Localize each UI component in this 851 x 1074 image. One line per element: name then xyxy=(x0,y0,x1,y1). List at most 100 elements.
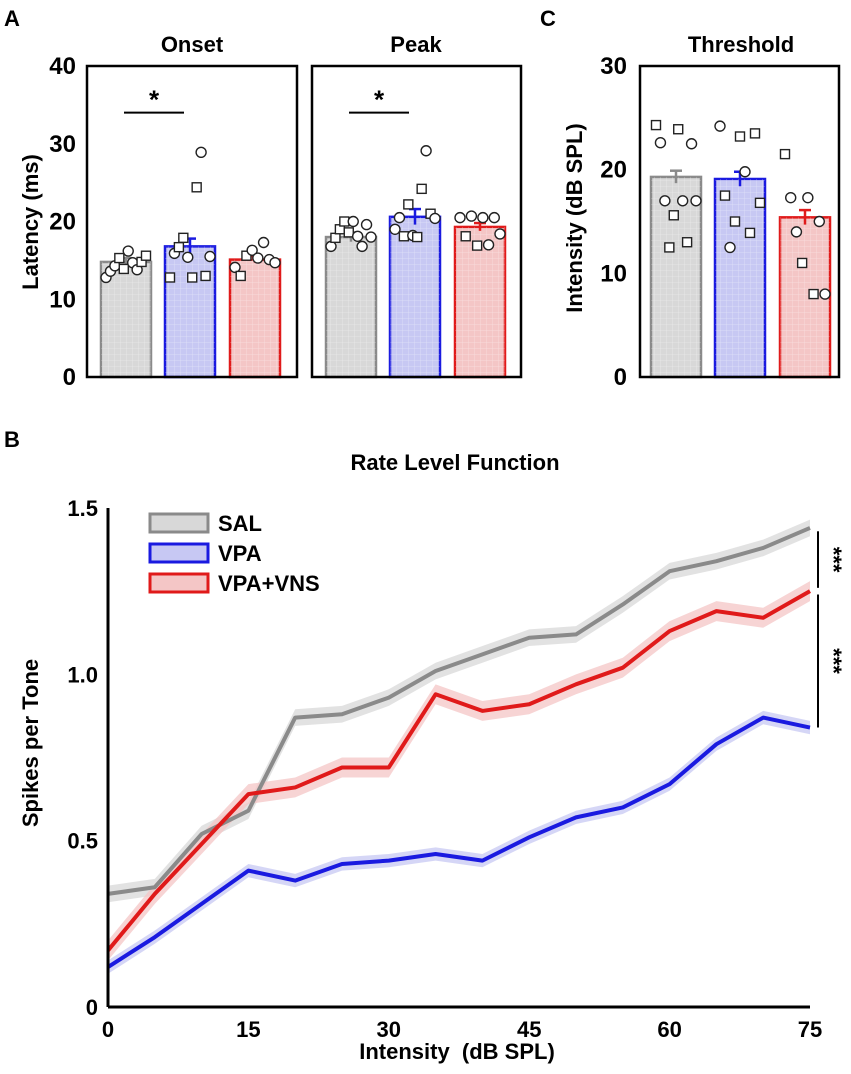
peak-point-sal xyxy=(360,218,373,231)
legend-swatch-vpa xyxy=(148,542,210,564)
peak-bar-texture-vpa xyxy=(390,216,440,377)
y-tick-label: 1.5 xyxy=(67,496,98,521)
panel-label-a: A xyxy=(4,6,20,31)
x-tick-label: 15 xyxy=(236,1017,260,1042)
onset-title: Onset xyxy=(161,32,224,57)
onset-point-vpa xyxy=(204,250,216,263)
threshold-ytick-label: 30 xyxy=(600,53,627,80)
x-tick-label: 75 xyxy=(798,1017,822,1042)
legend-label-vpa-vns: VPA+VNS xyxy=(218,571,320,596)
rate-level-title: Rate Level Function xyxy=(350,450,559,475)
onset-point-vpa xyxy=(200,270,211,282)
onset-point-vpa xyxy=(191,182,202,193)
threshold-point-vpa-vns xyxy=(808,288,819,300)
panel-label-b: B xyxy=(4,427,20,452)
peak-point-sal xyxy=(330,232,341,244)
onset-frame xyxy=(85,64,299,379)
peak-frame xyxy=(310,64,523,379)
onset-ytick-label: 40 xyxy=(49,53,76,80)
peak-point-sal xyxy=(365,231,377,243)
onset-chart: Onset Latency (ms) * 0 10 20 30 40 xyxy=(18,32,299,391)
peak-point-vpa xyxy=(416,183,427,195)
series-line-sal xyxy=(107,526,811,896)
onset-point-vpa xyxy=(182,251,194,263)
panel-label-c: C xyxy=(540,6,556,31)
peak-point-vpa-vns xyxy=(471,240,483,251)
peak-point-vpa xyxy=(398,231,410,242)
legend-label-sal: SAL xyxy=(218,511,262,536)
threshold-point-sal xyxy=(681,237,693,248)
onset-point-sal xyxy=(114,252,125,264)
y-tick-label: 1.0 xyxy=(67,662,98,687)
rate-level-chart: Rate Level Function Spikes per Tone Inte… xyxy=(18,450,846,1064)
threshold-point-vpa-vns xyxy=(802,191,814,204)
onset-ytick-label: 10 xyxy=(49,286,76,313)
onset-point-sal xyxy=(140,250,152,261)
onset-point-vpa xyxy=(195,146,207,159)
threshold-bar-texture-vpa xyxy=(715,178,765,377)
peak-point-vpa-vns xyxy=(488,211,500,224)
legend-swatch-vpa-vns xyxy=(148,572,210,594)
threshold-ytick-label: 10 xyxy=(600,260,627,287)
threshold-point-sal xyxy=(668,210,679,221)
onset-point-vpa-vns xyxy=(252,252,264,264)
peak-bar-texture-sal xyxy=(326,237,376,377)
onset-point-vpa xyxy=(178,232,189,244)
threshold-point-vpa xyxy=(739,166,751,178)
peak-chart: Peak * xyxy=(310,32,523,379)
threshold-point-vpa xyxy=(714,120,726,132)
legend-swatch-sal xyxy=(148,512,210,534)
series-line-vpa xyxy=(106,715,811,969)
series-line-vpa-vns xyxy=(106,589,811,952)
peak-point-vpa xyxy=(403,199,414,210)
significance-stars-vns-vpa: *** xyxy=(821,648,846,674)
threshold-frame xyxy=(638,64,841,379)
peak-point-sal xyxy=(347,215,359,228)
threshold-point-vpa xyxy=(724,241,736,254)
threshold-y-axis-label: Intensity (dB SPL) xyxy=(562,123,587,312)
peak-point-vpa-vns xyxy=(482,239,495,251)
peak-point-vpa-vns xyxy=(477,211,489,224)
onset-point-sal xyxy=(122,245,134,257)
spikes-y-axis-label: Spikes per Tone xyxy=(18,659,43,827)
threshold-point-vpa-vns xyxy=(790,226,803,238)
threshold-point-vpa xyxy=(719,190,731,201)
x-tick-label: 30 xyxy=(377,1017,401,1042)
y-tick-label: 0 xyxy=(86,995,98,1020)
peak-point-vpa xyxy=(389,223,401,235)
latency-y-axis-label: Latency (ms) xyxy=(18,154,43,290)
peak-point-vpa xyxy=(429,212,441,225)
threshold-point-sal xyxy=(650,119,662,131)
x-tick-label: 60 xyxy=(657,1017,681,1042)
peak-bar-texture-vpa-vns xyxy=(455,226,505,377)
peak-title: Peak xyxy=(390,32,442,57)
intensity-x-axis-label: Intensity (dB SPL) xyxy=(359,1039,555,1064)
onset-ytick-label: 20 xyxy=(49,209,76,236)
significance-stars-sal-vns: *** xyxy=(821,547,846,573)
onset-point-sal xyxy=(118,263,129,275)
threshold-ytick-label: 20 xyxy=(600,157,627,184)
peak-point-sal xyxy=(343,227,354,238)
peak-significance-star: * xyxy=(374,85,385,115)
x-tick-label: 45 xyxy=(517,1017,541,1042)
peak-point-vpa-vns xyxy=(460,231,471,242)
threshold-point-sal xyxy=(685,138,698,150)
onset-significance-star: * xyxy=(149,85,160,115)
threshold-point-vpa xyxy=(729,216,741,227)
onset-point-vpa-vns xyxy=(257,236,270,249)
onset-point-vpa-vns xyxy=(229,261,241,274)
onset-point-vpa-vns xyxy=(246,244,258,256)
threshold-point-vpa-vns xyxy=(796,257,808,269)
threshold-point-sal xyxy=(659,195,671,207)
legend-label-vpa: VPA xyxy=(218,541,262,566)
threshold-point-vpa xyxy=(744,227,756,239)
peak-point-sal xyxy=(339,216,350,227)
onset-ytick-label: 30 xyxy=(49,131,76,158)
sem-band-vpa-vns xyxy=(108,581,810,961)
onset-point-vpa-vns xyxy=(235,270,246,282)
peak-point-vpa-vns xyxy=(465,210,478,222)
peak-point-vpa xyxy=(412,231,423,243)
sem-band-vpa xyxy=(108,710,810,974)
threshold-point-sal xyxy=(664,242,675,253)
